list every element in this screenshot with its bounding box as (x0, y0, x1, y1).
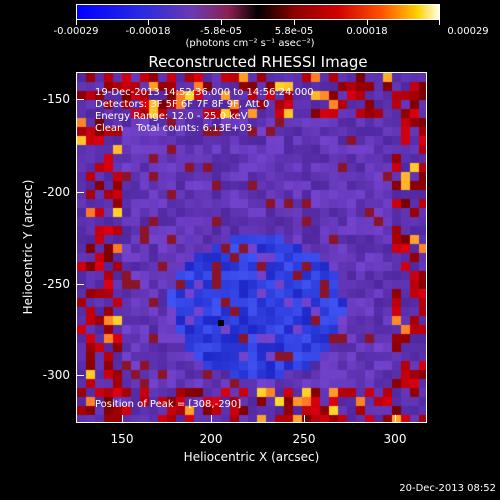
timestamp: 20-Dec-2013 08:52 (399, 483, 496, 494)
image-plot: 19-Dec-2013 14:52:36.000 to 14:56:24.000… (76, 72, 427, 423)
x-tick-label: 250 (292, 432, 316, 446)
colorbar-tick: -0.00018 (125, 26, 171, 37)
y-tick-label: -300 (42, 368, 70, 382)
y-tick-label: -150 (42, 92, 70, 106)
info-energy: Energy Range: 12.0 - 25.0 keV (95, 111, 248, 122)
colorbar-units: (photons cm⁻² s⁻¹ asec⁻²) (185, 38, 315, 49)
page-title: Reconstructed RHESSI Image (148, 53, 368, 71)
colorbar-tick: -0.00029 (53, 26, 99, 37)
colorbar-tick: -5.8e-05 (200, 26, 242, 37)
x-tick-label: 200 (199, 432, 223, 446)
colorbar-tick: 0.00018 (346, 26, 388, 37)
info-clean: Clean Total counts: 6.13E+03 (95, 123, 253, 134)
info-peak: Position of Peak = [308,-290] (95, 399, 242, 410)
info-detectors: Detectors: 3F 5F 6F 7F 8F 9F, Att 0 (95, 99, 270, 110)
x-tick-label: 150 (110, 432, 134, 446)
y-tick-label: -250 (42, 277, 70, 291)
info-time: 19-Dec-2013 14:52:36.000 to 14:56:24.000 (95, 87, 314, 98)
x-axis-label: Heliocentric X (arcsec) (183, 450, 320, 464)
heatmap-image (77, 73, 426, 422)
y-tick-label: -200 (42, 185, 70, 199)
colorbar-tick: 5.8e-05 (274, 26, 314, 37)
colorbar (76, 4, 440, 20)
y-axis-label: Heliocentric Y (arcsec) (21, 179, 35, 315)
peak-marker (218, 320, 224, 326)
colorbar-tick: 0.00029 (447, 26, 489, 37)
x-tick-label: 300 (383, 432, 407, 446)
